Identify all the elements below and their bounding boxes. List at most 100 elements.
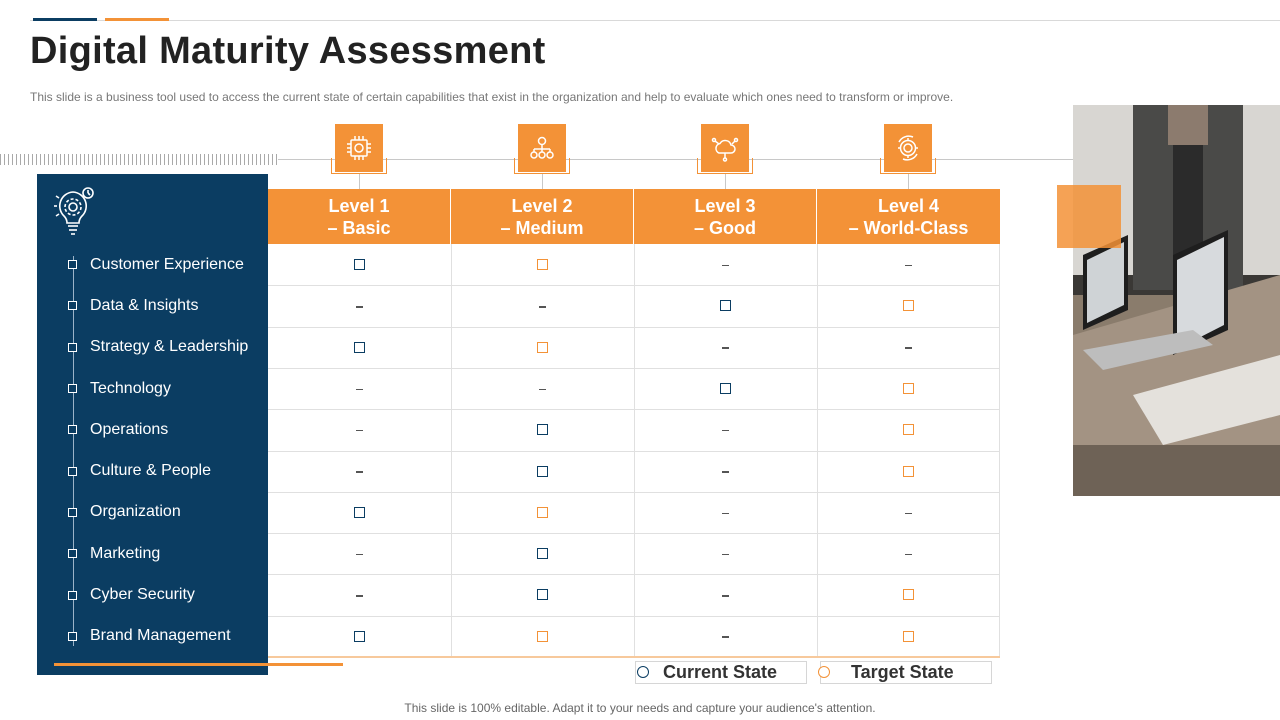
empty-dash [905,553,912,556]
page-subtitle: This slide is a business tool used to ac… [30,90,954,104]
cloud-network-icon [711,137,739,162]
target-state-marker [903,630,914,642]
decorative-dash-strip [0,154,278,165]
decorative-orange-square [1057,185,1121,248]
grid-cell [634,574,817,615]
current-state-marker [354,341,365,353]
capability-item: Marketing [68,544,160,564]
icon-stem [908,174,909,190]
grid-cell [451,574,634,615]
target-state-marker [903,465,914,477]
level-3-icon-box [701,124,749,172]
grid-cell [268,244,451,285]
grid-cell [817,492,1000,533]
icon-stem [359,174,360,190]
grid-cell [451,409,634,450]
column-header-level-4: Level 4– World-Class [817,189,1000,244]
grid-bottom-rule [268,656,1000,658]
grid-cell [817,574,1000,615]
panel-accent-bar [54,663,343,666]
empty-dash [356,388,363,391]
legend-target-label: Target State [851,662,954,682]
empty-dash [905,512,912,515]
empty-dash [722,553,729,556]
legend-current-state [635,661,807,684]
grid-cell [451,533,634,574]
grid-row-divider [268,533,1000,535]
capability-label: Customer Experience [90,255,244,273]
grid-cell [817,285,1000,326]
accent-bar-blue [33,18,97,21]
header-rule [30,20,1280,21]
grid-cell [634,285,817,326]
grid-cell [268,492,451,533]
capability-item: Operations [68,420,168,440]
icon-frame [880,158,936,174]
capability-label: Organization [90,503,181,521]
capability-label: Culture & People [90,462,211,480]
icon-frame [514,158,570,174]
legend-current-marker [637,666,649,678]
capability-bullet [68,507,77,517]
grid-cell [817,533,1000,574]
empty-dash [722,595,729,597]
capability-item: Strategy & Leadership [68,337,248,357]
capability-item: Technology [68,379,171,399]
grid-row-divider [268,367,1000,369]
level-2-icon-box [518,124,566,172]
level-1-icon-box [335,124,383,172]
grid-cell [451,368,634,409]
capability-bullet [68,631,77,641]
grid-cell [268,533,451,574]
target-state-marker [903,589,914,601]
legend-target-marker [818,666,830,678]
capability-bullet [68,425,77,435]
grid-cell [634,451,817,492]
capability-item: Cyber Security [68,585,195,605]
current-state-marker [354,506,365,518]
current-state-marker [537,465,548,477]
grid-cell [268,451,451,492]
empty-dash [356,429,363,432]
current-state-marker [537,424,548,436]
capability-timeline [73,256,74,646]
empty-dash [722,264,729,267]
empty-dash [356,553,363,556]
capability-bullet [68,384,77,394]
empty-dash [539,306,546,308]
empty-dash [722,429,729,432]
capability-bullet [68,342,77,352]
grid-cell [817,368,1000,409]
grid-cell [634,533,817,574]
grid-cell [268,409,451,450]
grid-row-divider [268,574,1000,576]
grid-cell [451,492,634,533]
gear-cycle-icon [898,135,918,161]
column-header-level-2: Level 2– Medium [451,189,634,244]
current-state-marker [720,382,731,394]
grid-cell [817,327,1000,368]
empty-dash [356,471,363,473]
empty-dash [539,388,546,391]
empty-dash [722,471,729,473]
grid-row-divider [268,491,1000,493]
capability-item: Brand Management [68,626,231,646]
grid-cell [451,616,634,657]
capability-bullet [68,301,77,311]
footer-note: This slide is 100% editable. Adapt it to… [404,701,876,715]
grid-cell [634,492,817,533]
grid-cell [268,574,451,615]
grid-cell [451,244,634,285]
target-state-marker [537,259,548,270]
grid-cell [817,451,1000,492]
capability-label: Marketing [90,544,161,562]
icon-stem [725,174,726,190]
capability-label: Brand Management [90,627,231,645]
current-state-marker [537,548,548,560]
grid-cell [451,285,634,326]
empty-dash [722,512,729,515]
target-state-marker [903,424,914,436]
capability-bullet [68,466,77,476]
empty-dash [356,595,363,597]
target-state-marker [537,341,548,353]
